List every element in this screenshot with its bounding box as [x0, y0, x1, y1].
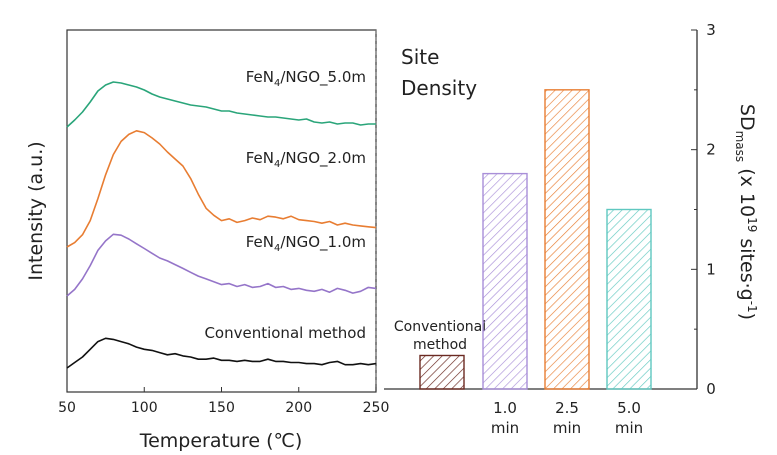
series-line-2	[66, 233, 377, 297]
series-label-2: FeN4/NGO_1.0m	[246, 233, 366, 254]
bar-category-label: 5.0	[617, 399, 641, 417]
bar-category-label: min	[491, 419, 519, 437]
series-line-3	[66, 337, 377, 369]
y-tick-label: 1	[706, 260, 716, 278]
y-tick-label: 2	[706, 141, 716, 159]
bar-category-label: 1.0	[493, 399, 517, 417]
series-label-0: FeN4/NGO_5.0m	[246, 68, 366, 89]
x-tick-label: 150	[208, 400, 235, 416]
tpd-line-panel: 50 100 150 200 250 Temperature (℃) Intensity (…	[25, 29, 390, 452]
bar-category-label: min	[553, 419, 581, 437]
panel-title-line: Density	[401, 76, 477, 100]
x-tick-label: 50	[58, 400, 76, 416]
bar-category-label: Conventional	[394, 319, 486, 335]
x-tick-label: 250	[363, 400, 390, 416]
x-tick-label: 200	[285, 400, 312, 416]
x-tick-label: 100	[131, 400, 158, 416]
site-density-bar-panel: 0 1 2 3 Site Density SDmass (x 1019 sites·g-1)…	[384, 21, 759, 437]
bar-category-label: min	[615, 419, 643, 437]
x-axis-label: Temperature (℃)	[139, 430, 303, 452]
series-label-1: FeN4/NGO_2.0m	[246, 149, 366, 170]
bar-category-label: 2.5	[555, 399, 579, 417]
y-tick-label: 0	[706, 380, 716, 398]
right-y-axis-label: SDmass (x 1019 sites·g-1)	[733, 104, 759, 320]
y-tick-label: 3	[706, 21, 716, 39]
y-axis-label: Intensity (a.u.)	[25, 141, 47, 280]
bar-3	[606, 208, 652, 390]
bar-1	[482, 172, 528, 390]
bar-2	[544, 89, 590, 390]
series-line-1	[66, 130, 377, 248]
bar-category-label: method	[413, 337, 467, 353]
series-label-3: Conventional method	[204, 324, 366, 342]
panel-title-line: Site	[401, 45, 439, 69]
series-line-0	[66, 81, 376, 128]
bar-0	[419, 354, 465, 390]
